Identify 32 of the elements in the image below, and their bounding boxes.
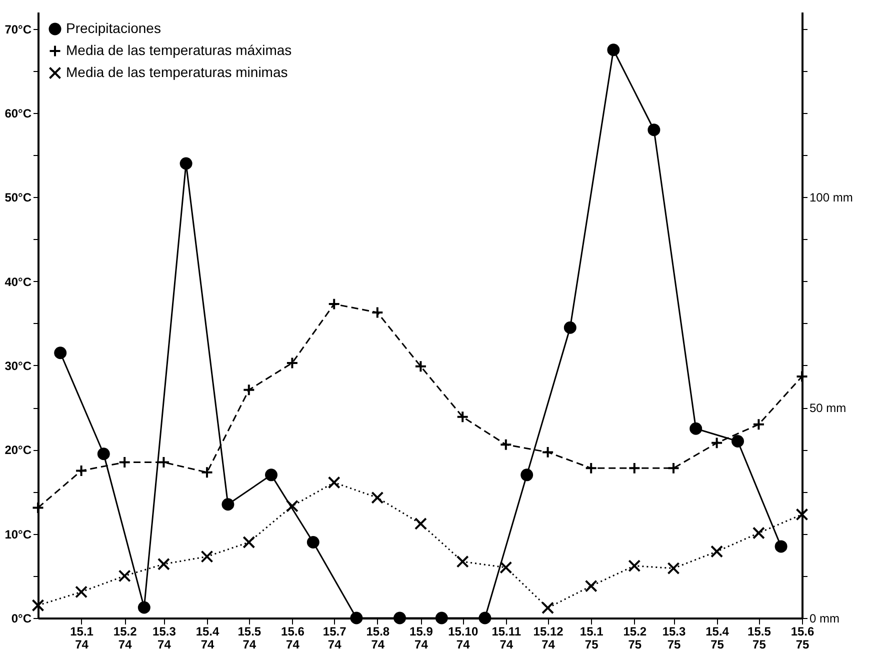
x-tick-label: 15.8 74 xyxy=(366,624,390,652)
legend-label: Media de las temperaturas minimas xyxy=(66,64,288,80)
x-tick-label: 15.1 75 xyxy=(580,624,604,652)
y2-tick-label: 0 mm xyxy=(810,612,840,626)
x-tick-label: 15.7 74 xyxy=(322,624,347,652)
y-tick-label: 20°C xyxy=(4,443,32,458)
y-tick-label: 40°C xyxy=(4,274,32,289)
y-tick-label: 70°C xyxy=(4,22,32,36)
x-tick-label: 15.3 74 xyxy=(152,624,176,652)
x-tick-label: 15.1 74 xyxy=(70,624,94,652)
y-tick-label: 10°C xyxy=(4,527,32,542)
y-tick-label: 0°C xyxy=(11,612,32,626)
legend-label: Media de las temperaturas máximas xyxy=(66,42,292,58)
x-tick-label: 15.3 75 xyxy=(662,624,686,652)
y2-tick-label: 50 mm xyxy=(810,401,846,416)
x-tick-label: 15.2 74 xyxy=(113,624,138,652)
y-tick-label: 60°C xyxy=(4,106,32,120)
x-tick-label: 15.11 74 xyxy=(492,624,522,652)
x-tick-label: 15.4 74 xyxy=(196,624,220,652)
legend-label: Precipitaciones xyxy=(66,20,161,36)
x-tick-label: 15.2 75 xyxy=(623,624,647,652)
x-tick-label: 15.4 75 xyxy=(706,624,730,652)
y-tick-label: 50°C xyxy=(4,190,32,205)
x-tick-label: 15.5 75 xyxy=(748,624,772,652)
y2-tick-label: 100 mm xyxy=(810,190,853,205)
x-tick-label: 15.12 74 xyxy=(533,624,564,652)
x-tick-label: 15.5 74 xyxy=(238,624,262,652)
x-tick-label: 15.10 74 xyxy=(448,624,478,652)
x-tick-label: 15.9 74 xyxy=(410,624,434,652)
x-tick-label: 15.6 75 xyxy=(790,624,814,652)
y-tick-label: 30°C xyxy=(4,359,32,373)
x-tick-label: 15.6 74 xyxy=(281,624,305,652)
